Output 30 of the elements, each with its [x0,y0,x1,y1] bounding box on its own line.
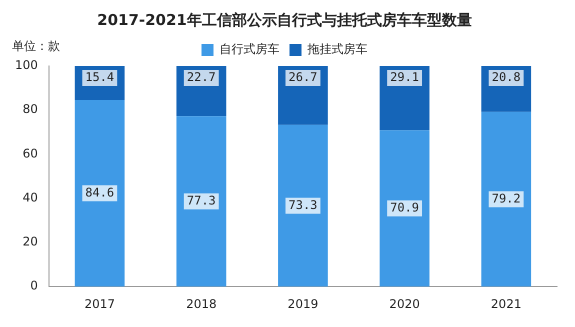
bar [176,116,226,287]
data-label: 79.2 [492,191,521,206]
data-label: 77.3 [186,193,216,208]
data-label: 15.4 [85,70,114,84]
data-label: 84.6 [85,185,114,200]
y-tick-label: 60 [22,146,38,160]
bar [278,124,328,287]
x-tick-label: 2020 [389,296,420,311]
y-tick-label: 40 [22,190,38,204]
x-tick-label: 2017 [84,296,115,311]
x-tick-label: 2019 [288,296,318,311]
data-label: 29.1 [390,70,420,84]
legend-label: 拖挂式房车 [306,42,368,56]
data-label: 70.9 [390,200,420,215]
bar [380,130,430,287]
x-tick-label: 2021 [490,296,522,311]
y-tick-label: 20 [22,234,38,249]
data-label: 20.8 [492,70,521,84]
data-label: 26.7 [288,70,318,84]
y-tick-label: 0 [30,278,38,293]
data-label: 73.3 [288,198,318,212]
legend-label: 自行式房车 [220,42,280,56]
bar [74,100,125,287]
data-label: 22.7 [186,70,216,84]
bar [481,112,532,287]
y-tick-label: 80 [22,102,38,116]
y-axis-title: 单位：款 [12,38,60,55]
y-tick-label: 100 [15,58,38,72]
chart-title: 2017-2021年工信部公示自行式与挂托式房车车型数量 [97,10,472,29]
x-tick-label: 2018 [186,296,217,311]
